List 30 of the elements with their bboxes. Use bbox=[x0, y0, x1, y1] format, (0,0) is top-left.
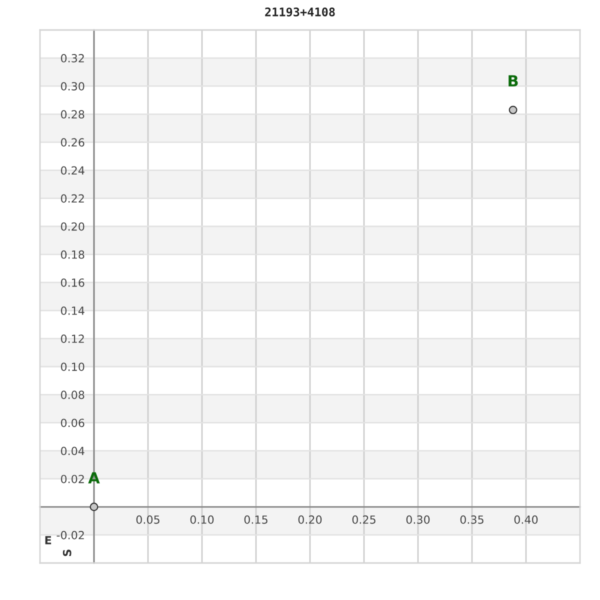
y-tick-label: 0.12 bbox=[60, 334, 84, 343]
y-tick-label: 0.26 bbox=[60, 138, 84, 147]
x-tick-label: 0.15 bbox=[244, 515, 268, 524]
y-tick-label: 0.06 bbox=[60, 418, 84, 428]
y-tick-label: 0.20 bbox=[60, 222, 84, 231]
y-tick-label: 0.30 bbox=[60, 82, 84, 90]
x-tick-label: 0.40 bbox=[514, 515, 538, 524]
x-tick-label: 0.35 bbox=[460, 515, 484, 524]
x-tick-label: 0.25 bbox=[352, 515, 376, 524]
y-tick-label: 0.24 bbox=[60, 166, 84, 175]
x-tick-label: 0.05 bbox=[136, 515, 160, 524]
y-tick-label: 0.32 bbox=[60, 54, 84, 62]
y-tick-label: 0.14 bbox=[60, 306, 84, 315]
y-tick-label: -0.02 bbox=[56, 530, 84, 540]
annotation: B bbox=[508, 75, 518, 86]
y-tick-label: 0.28 bbox=[60, 110, 84, 119]
y-tick-label: 0.04 bbox=[60, 446, 84, 456]
x-axis-title: E bbox=[45, 536, 52, 544]
y-tick-label: 0.22 bbox=[60, 194, 84, 203]
y-tick-label: 0.08 bbox=[60, 390, 84, 400]
y-axis-title: S bbox=[62, 550, 72, 556]
x-tick-label: 0.20 bbox=[298, 515, 322, 524]
y-tick-label: 0.16 bbox=[60, 278, 84, 287]
chart-title: 21193+4108 bbox=[265, 7, 335, 16]
y-tick-label: 0.10 bbox=[60, 362, 84, 372]
x-tick-label: 0.10 bbox=[190, 515, 214, 524]
annotation: A bbox=[88, 472, 100, 484]
x-tick-label: 0.30 bbox=[406, 515, 430, 524]
y-tick-label: 0.18 bbox=[60, 250, 84, 259]
y-tick-label: 0.02 bbox=[60, 474, 84, 484]
